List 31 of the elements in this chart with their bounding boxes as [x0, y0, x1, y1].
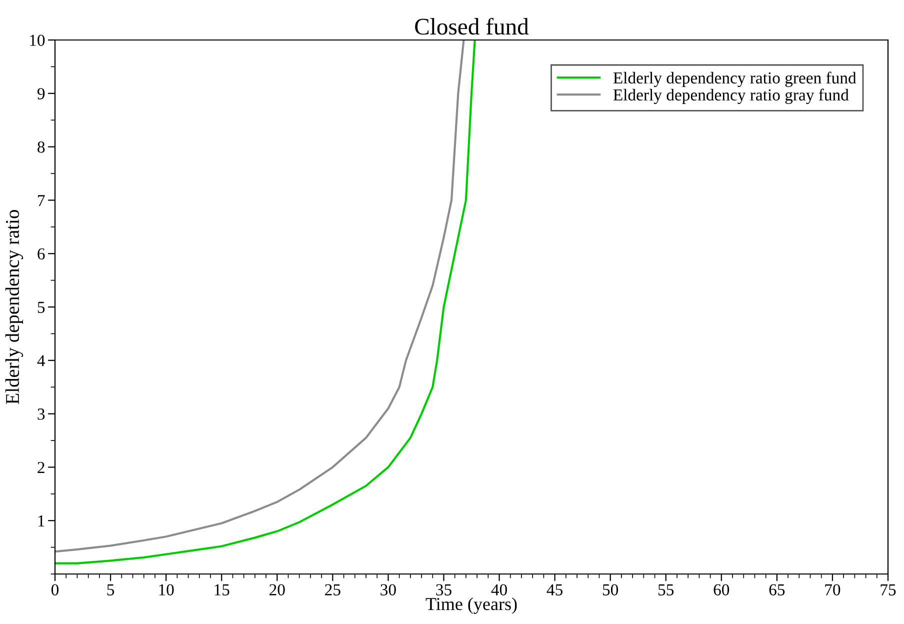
- y-tick-label: 8: [38, 142, 45, 153]
- y-tick-label: 10: [30, 34, 45, 46]
- x-tick-label: 70: [825, 584, 840, 596]
- y-tick-label: 7: [38, 195, 45, 206]
- x-tick-label: 55: [658, 584, 674, 596]
- x-tick-label: 45: [546, 584, 562, 596]
- y-tick-label: 3: [38, 408, 45, 420]
- x-tick-label: 60: [714, 584, 730, 596]
- x-tick-label: 25: [325, 584, 340, 596]
- x-tick-label: 35: [436, 584, 452, 596]
- y-tick-label: 1: [38, 515, 44, 526]
- y-tick-label: 4: [37, 355, 46, 366]
- x-tick-label: 65: [769, 584, 785, 596]
- legend-label: Elderly dependency ratio green fund: [613, 72, 856, 87]
- x-tick-label: 50: [602, 584, 618, 596]
- x-tick-label: 15: [214, 584, 230, 596]
- x-tick-label: 75: [880, 584, 896, 596]
- x-tick-label: 5: [107, 584, 114, 596]
- y-tick-label: 5: [38, 302, 45, 313]
- x-tick-label: 20: [270, 584, 285, 596]
- y-axis-title: Elderly dependency ratio: [5, 210, 24, 404]
- chart-title: Closed fund: [415, 18, 529, 35]
- x-tick-label: 10: [159, 584, 174, 596]
- x-tick-label: 0: [51, 584, 59, 596]
- legend-label: Elderly dependency ratio gray fund: [613, 88, 849, 104]
- y-tick-label: 6: [38, 248, 45, 260]
- x-tick-label: 30: [380, 584, 396, 596]
- x-tick-label: 40: [491, 584, 507, 596]
- x-axis-title: Time (years): [426, 597, 517, 614]
- y-tick-label: 9: [37, 88, 45, 100]
- y-tick-label: 2: [38, 462, 44, 473]
